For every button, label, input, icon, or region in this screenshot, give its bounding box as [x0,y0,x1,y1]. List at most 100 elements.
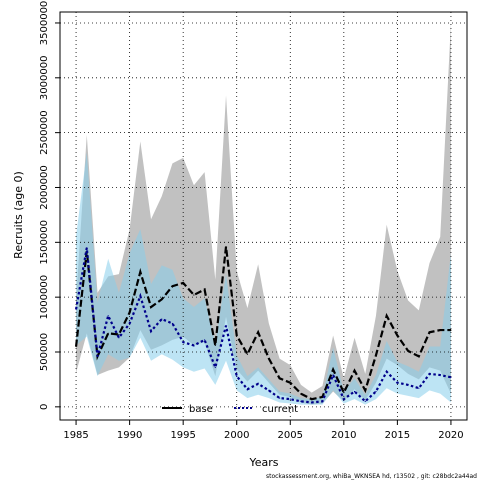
point-current-2009 [332,374,334,376]
series-lines [74,246,452,404]
point-current-1997 [203,339,206,341]
point-base-1993 [161,298,163,300]
y-tick-label-500000: 500000 [39,333,50,371]
y-tick-label-3500000: 3500000 [39,1,50,46]
point-current-2012 [364,400,366,402]
point-base-2005 [289,382,291,384]
y-tick-label-0: 0 [39,404,50,410]
series-line-current [74,247,452,404]
x-tick-label-2005: 2005 [278,430,303,441]
point-current-2015 [396,382,398,384]
point-current-1990 [129,322,131,325]
point-current-1989 [118,337,120,339]
point-base-2009 [332,368,334,371]
point-base-1997 [203,288,206,291]
point-current-2005 [289,398,291,400]
point-base-2011 [353,370,356,372]
x-tick-label-2010: 2010 [331,430,356,441]
point-current-2003 [268,389,270,391]
point-current-2019 [439,374,441,376]
point-current-1996 [193,344,195,347]
point-base-2008 [321,396,324,398]
series-line-base [74,246,451,401]
x-tick-label-1990: 1990 [117,430,142,441]
point-base-2019 [439,329,441,331]
legend-label-base: base [189,404,213,415]
point-current-1988 [107,315,109,317]
point-current-2010 [343,398,345,400]
point-current-2018 [428,373,431,375]
point-current-1985 [75,308,77,310]
point-current-2008 [321,400,324,402]
point-base-2003 [268,357,270,360]
y-tick-label-1000000: 1000000 [39,275,50,320]
x-axis-title: Years [248,456,278,469]
point-base-2016 [407,350,409,352]
y-tick-label-2500000: 2500000 [39,110,50,155]
point-base-1990 [129,311,131,314]
point-base-2001 [246,353,249,355]
point-current-1987 [96,355,99,357]
axes: 1985 1990 1995 2000 2005 2010 2015 2020 0 500000 1… [39,1,464,441]
point-base-2000 [236,334,238,337]
point-base-2020 [450,329,452,331]
point-base-1999 [225,246,227,248]
point-current-2013 [375,390,377,393]
point-current-1993 [161,318,163,320]
y-axis-title: Recruits (age 0) [12,171,25,259]
x-tick-label-2015: 2015 [385,430,410,441]
x-tick-label-1985: 1985 [63,430,88,441]
point-current-2011 [353,390,356,393]
point-base-1985 [75,345,77,348]
point-base-2013 [375,354,377,356]
x-tick-label-2000: 2000 [224,430,249,441]
point-base-2010 [343,391,345,394]
point-base-2004 [278,377,281,379]
point-base-1998 [214,344,216,347]
point-base-2014 [386,315,388,317]
y-tick-label-3000000: 3000000 [39,56,50,101]
x-tick-label-2020: 2020 [438,430,463,441]
point-current-2020 [450,376,452,378]
point-current-1986 [86,247,88,249]
point-current-2001 [246,388,249,390]
point-base-1992 [150,306,152,308]
caption: stockassessment.org, whiBa_WKNSEA hd, r1… [266,473,477,480]
point-current-2000 [236,375,238,377]
point-current-2007 [311,401,313,404]
point-base-1996 [193,294,195,296]
point-base-2007 [311,398,313,400]
band-current [76,152,451,405]
confidence-bands [76,22,451,405]
gridlines [60,12,467,420]
point-current-1994 [171,322,174,325]
plot-frame [59,11,468,421]
point-current-2002 [257,383,259,385]
point-current-1995 [182,341,184,343]
point-current-1992 [150,330,152,332]
x-tick-label-1995: 1995 [170,430,195,441]
point-base-2006 [300,393,302,395]
legend-label-current: current [262,404,298,415]
point-base-2015 [396,334,398,337]
point-current-2004 [278,397,281,399]
legend: base current [162,404,298,415]
y-tick-label-2000000: 2000000 [39,165,50,210]
point-current-2014 [386,371,388,373]
point-base-2018 [428,331,431,333]
point-base-1994 [171,285,174,287]
point-base-1991 [139,271,141,273]
point-base-1988 [107,332,109,334]
point-current-1991 [139,295,141,297]
point-current-1999 [225,325,227,327]
point-base-2012 [364,389,366,391]
point-base-1995 [182,282,184,284]
point-current-2017 [418,387,420,389]
point-base-2002 [257,331,259,333]
point-current-2016 [407,384,409,386]
y-tick-label-1500000: 1500000 [39,220,50,265]
point-base-2017 [418,355,420,357]
point-current-1998 [214,366,216,368]
point-current-2006 [300,400,302,402]
